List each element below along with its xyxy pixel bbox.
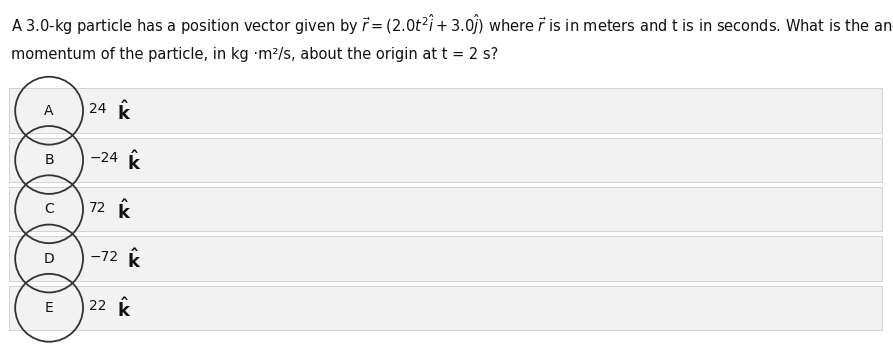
- Text: $\mathbf{\hat{k}}$: $\mathbf{\hat{k}}$: [117, 199, 131, 223]
- Text: E: E: [45, 301, 54, 315]
- Text: A 3.0-kg particle has a position vector given by $\vec{r} = (2.0t^2\hat{i}+3.0\h: A 3.0-kg particle has a position vector …: [11, 12, 893, 37]
- Text: A: A: [45, 104, 54, 118]
- Text: −72: −72: [89, 250, 119, 264]
- Text: C: C: [45, 202, 54, 216]
- FancyBboxPatch shape: [9, 138, 882, 182]
- FancyBboxPatch shape: [9, 236, 882, 281]
- Text: D: D: [44, 252, 54, 265]
- FancyBboxPatch shape: [9, 187, 882, 231]
- FancyBboxPatch shape: [9, 286, 882, 330]
- Text: 22: 22: [89, 299, 107, 313]
- Text: 24: 24: [89, 102, 107, 116]
- Text: B: B: [45, 153, 54, 167]
- Text: −24: −24: [89, 151, 119, 165]
- Text: $\mathbf{\hat{k}}$: $\mathbf{\hat{k}}$: [117, 298, 131, 321]
- Text: $\mathbf{\hat{k}}$: $\mathbf{\hat{k}}$: [128, 150, 141, 174]
- FancyBboxPatch shape: [9, 88, 882, 133]
- Text: $\mathbf{\hat{k}}$: $\mathbf{\hat{k}}$: [117, 101, 131, 124]
- Text: momentum of the particle, in kg ·m²/s, about the origin at t = 2 s?: momentum of the particle, in kg ·m²/s, a…: [11, 47, 498, 62]
- Text: $\mathbf{\hat{k}}$: $\mathbf{\hat{k}}$: [128, 248, 141, 272]
- Text: 72: 72: [89, 201, 107, 214]
